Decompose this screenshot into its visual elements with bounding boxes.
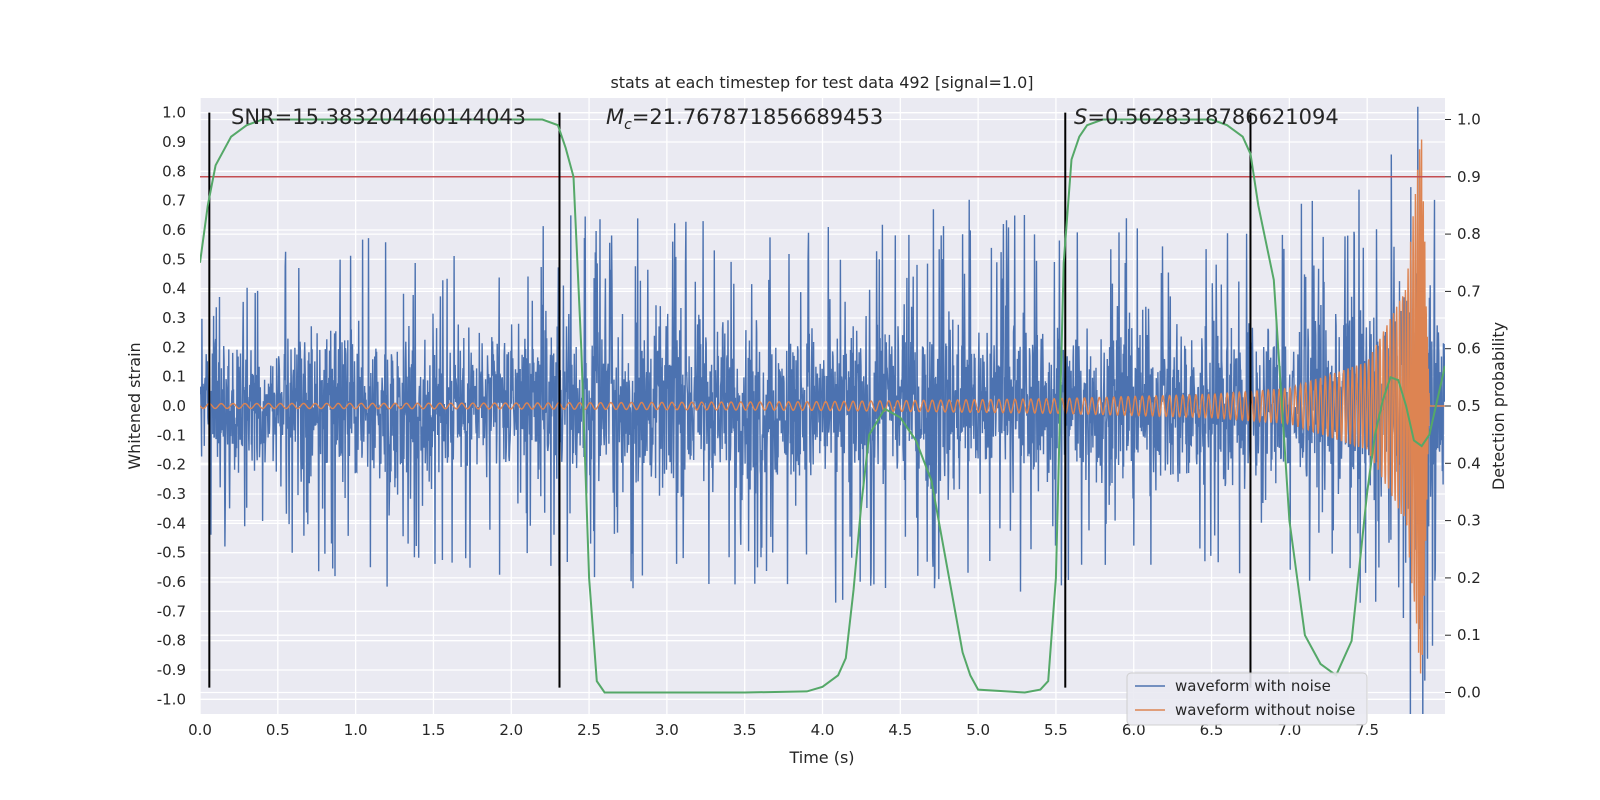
x-tick-label: 1.0	[344, 721, 368, 739]
y-right-tick-label: 0.3	[1457, 512, 1481, 530]
y-left-tick-label: 0.3	[162, 309, 186, 327]
clean-waveform-path	[200, 139, 1445, 674]
y-left-tick-label: -0.8	[157, 632, 186, 650]
legend: waveform with noise waveform without noi…	[1126, 672, 1368, 726]
y-left-tick-label: 0.2	[162, 338, 186, 356]
legend-label-clean: waveform without noise	[1175, 701, 1355, 719]
x-tick-label: 2.5	[577, 721, 601, 739]
x-tick-label: 2.0	[499, 721, 523, 739]
y-right-tick-label: 0.0	[1457, 684, 1481, 702]
y-right-tick-label: 0.8	[1457, 225, 1481, 243]
probability-line-path	[200, 118, 1445, 694]
y-left-tick-label: -0.6	[157, 573, 186, 591]
y-left-tick-label: 0.6	[162, 221, 186, 239]
chart-title: stats at each timestep for test data 492…	[610, 73, 1033, 92]
x-tick-label: 5.5	[1044, 721, 1068, 739]
series-waveform-without-noise	[200, 139, 1445, 674]
y-left-tick-label: 0.5	[162, 250, 186, 268]
y-right-tick-label: 0.1	[1457, 626, 1481, 644]
y-left-tick-label: 1.0	[162, 104, 186, 122]
y-right-tick-label: 0.6	[1457, 340, 1481, 358]
s-value: =0.5628318786621094	[1087, 105, 1338, 129]
y-left-tick-label: 0.9	[162, 133, 186, 151]
chirp-mass-symbol: M	[606, 105, 624, 129]
y-right-tick-label: 0.5	[1457, 397, 1481, 415]
chirp-mass-value: =21.767871856689453	[632, 105, 883, 129]
y-left-tick-label: -0.1	[157, 426, 186, 444]
y-right-tick-labels: 1.0 0.9 0.8 0.7 0.6 0.5 0.4 0.3 0.2 0.1 0.0	[1445, 110, 1481, 702]
y-left-tick-label: -0.3	[157, 485, 186, 503]
y-right-tick-label: 0.9	[1457, 168, 1481, 186]
x-axis-label: Time (s)	[788, 748, 854, 767]
snr-annotation: SNR=15.383204460144043	[231, 105, 526, 129]
y-left-tick-label: -0.9	[157, 661, 186, 679]
y-left-tick-label: 0.4	[162, 280, 186, 298]
x-tick-labels: 0.0 0.5 1.0 1.5 2.0 2.5 3.0 3.5 4.0 4.5 5.0 5.5 6.0 6…	[188, 721, 1379, 739]
y-right-tick-label: 1.0	[1457, 110, 1481, 128]
legend-box	[1126, 672, 1368, 726]
chirp-mass-annotation: Mc=21.767871856689453	[606, 105, 883, 133]
x-tick-label: 4.0	[811, 721, 835, 739]
y-left-tick-labels: 1.0 0.9 0.8 0.7 0.6 0.5 0.4 0.3 0.2 0.1 0.0 -0.1 -0.…	[157, 104, 186, 709]
s-annotation: S=0.5628318786621094	[1074, 105, 1339, 129]
y-left-tick-label: 0.7	[162, 192, 186, 210]
x-tick-label: 5.0	[966, 721, 990, 739]
x-tick-label: 1.5	[422, 721, 446, 739]
y-left-axis-label: Whitened strain	[125, 342, 144, 469]
series-detection-probability	[200, 118, 1445, 694]
y-left-tick-label: 0.0	[162, 397, 186, 415]
y-left-tick-label: -0.7	[157, 602, 186, 620]
y-left-tick-label: -0.4	[157, 514, 186, 532]
y-left-tick-label: 0.1	[162, 368, 186, 386]
y-right-axis-label: Detection probability	[1489, 322, 1508, 490]
vertical-markers	[208, 112, 1252, 688]
y-left-tick-label: -0.5	[157, 544, 186, 562]
x-tick-label: 4.5	[888, 721, 912, 739]
x-tick-label: 0.5	[266, 721, 290, 739]
y-right-tick-label: 0.4	[1457, 454, 1481, 472]
chirp-mass-subscript: c	[624, 117, 632, 133]
y-left-tick-label: 0.8	[162, 162, 186, 180]
legend-label-noisy: waveform with noise	[1175, 677, 1331, 695]
s-symbol: S	[1074, 105, 1087, 129]
x-tick-label: 0.0	[188, 721, 212, 739]
y-right-tick-label: 0.7	[1457, 282, 1481, 300]
y-left-tick-label: -1.0	[157, 690, 186, 708]
y-left-tick-label: -0.2	[157, 456, 186, 474]
y-right-tick-label: 0.2	[1457, 569, 1481, 587]
x-tick-label: 3.0	[655, 721, 679, 739]
x-tick-label: 3.5	[733, 721, 757, 739]
